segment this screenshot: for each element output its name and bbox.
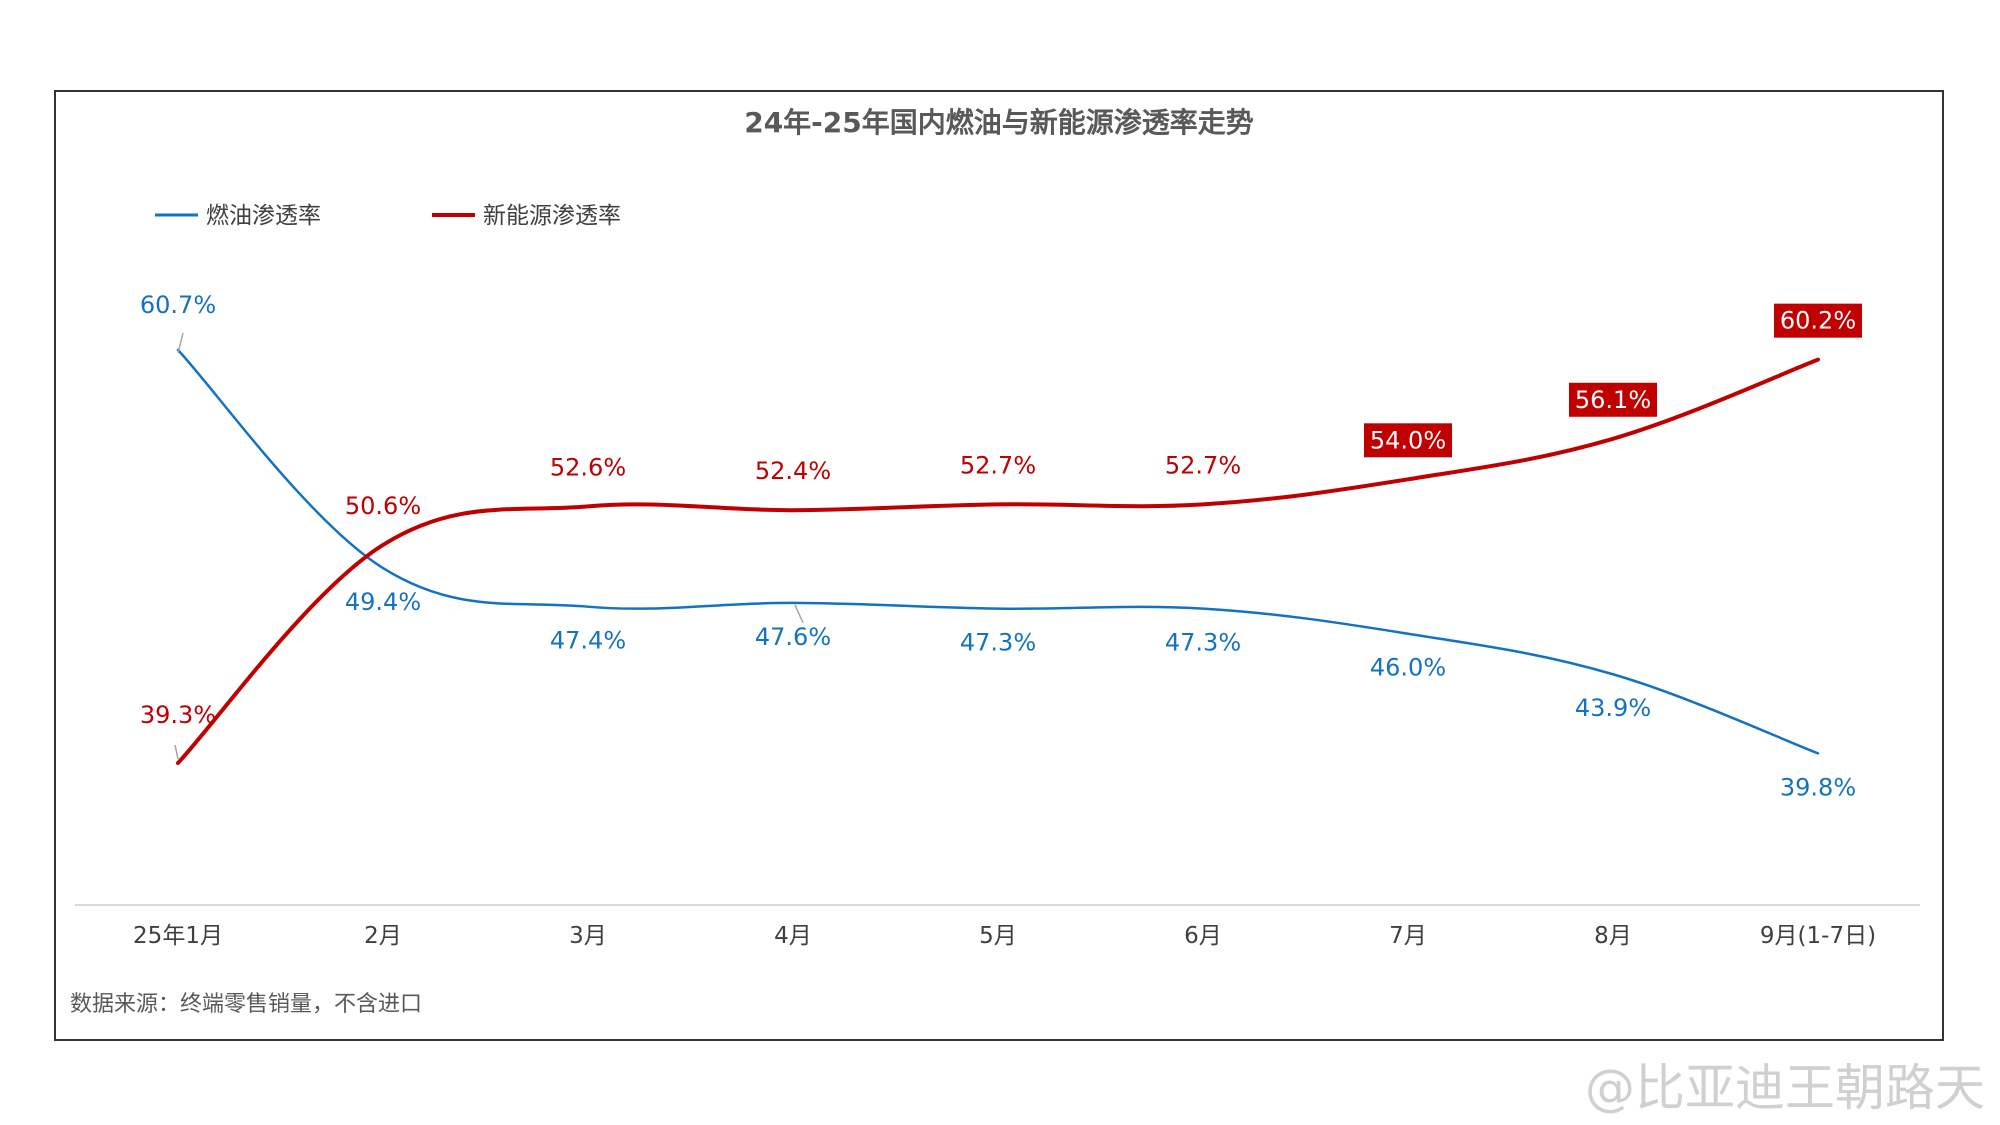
data-label: 47.6% xyxy=(755,623,831,651)
legend-label-nev: 新能源渗透率 xyxy=(483,203,621,229)
x-tick-label: 4月 xyxy=(774,923,812,949)
leader-line xyxy=(177,332,184,354)
x-tick-label: 6月 xyxy=(1184,923,1222,949)
leader-line xyxy=(794,604,804,624)
data-label: 54.0% xyxy=(1370,426,1446,454)
data-label: 47.3% xyxy=(960,629,1036,657)
data-label: 50.6% xyxy=(345,492,421,520)
data-label: 52.7% xyxy=(960,451,1036,479)
data-label: 60.7% xyxy=(140,291,216,319)
x-tick-label: 2月 xyxy=(364,923,402,949)
chart-frame xyxy=(54,90,1944,1041)
x-tick-label: 9月(1-7日) xyxy=(1760,923,1876,949)
data-label: 47.3% xyxy=(1165,629,1241,657)
data-label: 56.1% xyxy=(1575,386,1651,414)
data-label-box xyxy=(1774,303,1862,338)
data-label-box xyxy=(1569,382,1657,417)
x-tick-label: 8月 xyxy=(1594,923,1632,949)
data-label: 39.3% xyxy=(140,701,216,729)
series-line-nev xyxy=(176,357,1820,766)
data-label-box xyxy=(1364,423,1452,458)
x-tick-label: 3月 xyxy=(569,923,607,949)
x-axis-ticks: 25年1月 2月 3月 4月 5月 6月 7月 8月 9月(1-7日) xyxy=(133,923,1876,949)
data-labels: 60.7% 49.4% 47.4% 47.6% 47.3% 47.3% 46.0% 43.9%… xyxy=(140,291,1862,801)
legend: 燃油渗透率 新能源渗透率 xyxy=(155,203,621,229)
data-label: 39.8% xyxy=(1780,773,1856,801)
x-tick-label: 7月 xyxy=(1389,923,1427,949)
data-label: 52.4% xyxy=(755,457,831,485)
data-label: 49.4% xyxy=(345,588,421,616)
data-label: 52.7% xyxy=(1165,451,1241,479)
data-label: 60.2% xyxy=(1780,307,1856,335)
data-label: 52.6% xyxy=(550,453,626,481)
data-label: 47.4% xyxy=(550,627,626,655)
data-label: 46.0% xyxy=(1370,654,1446,682)
series-lines xyxy=(176,348,1820,766)
watermark: @比亚迪王朝路天 xyxy=(1585,1059,1985,1117)
source-note: 数据来源：终端零售销量，不含进口 xyxy=(70,992,422,1017)
chart-title: 24年-25年国内燃油与新能源渗透率走势 xyxy=(744,106,1254,139)
x-tick-label: 25年1月 xyxy=(133,923,223,949)
x-tick-label: 5月 xyxy=(979,923,1017,949)
leader-line xyxy=(174,744,179,760)
legend-label-fuel: 燃油渗透率 xyxy=(206,203,321,229)
data-label: 43.9% xyxy=(1575,694,1651,722)
series-line-fuel xyxy=(176,348,1820,755)
